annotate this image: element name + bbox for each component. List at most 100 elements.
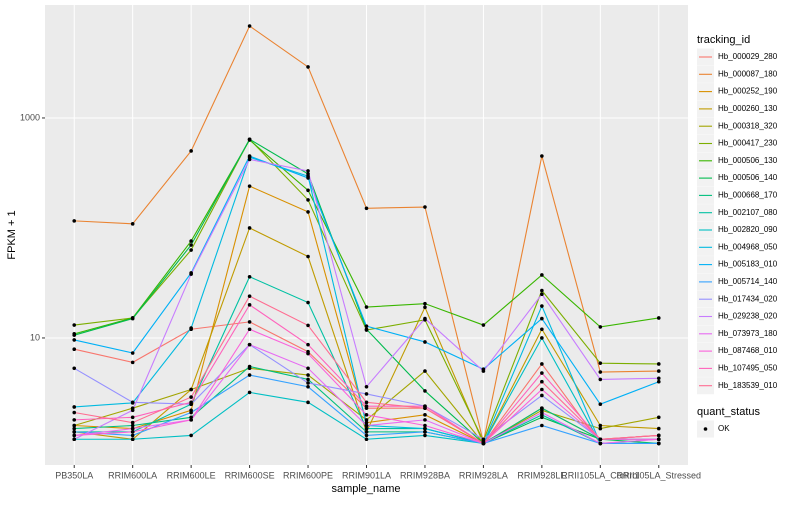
legend-label: Hb_000506_140	[718, 173, 778, 182]
data-point	[72, 323, 77, 327]
data-point	[656, 441, 661, 446]
data-point	[72, 418, 77, 422]
data-point	[130, 360, 135, 365]
data-point	[540, 362, 544, 366]
legend-label: Hb_000252_190	[718, 87, 778, 96]
data-point	[130, 426, 135, 431]
data-point	[72, 433, 77, 438]
x-tick-label: RRIM600SE	[225, 470, 275, 480]
legend-label: Hb_005183_010	[718, 260, 778, 269]
legend-label: Hb_029238_020	[718, 312, 778, 321]
data-point	[364, 384, 369, 389]
x-tick-label: PB350LA	[55, 470, 93, 480]
data-point	[306, 176, 310, 180]
data-point	[189, 326, 193, 330]
data-point	[656, 369, 661, 373]
x-tick-label: RRIM600LA	[108, 470, 157, 480]
data-point	[306, 65, 310, 69]
x-tick-label: RRII105LA_Stressed	[616, 470, 701, 480]
data-point	[247, 390, 252, 395]
data-point	[130, 415, 135, 420]
data-point	[306, 400, 310, 405]
data-point	[189, 387, 193, 392]
legend-label: OK	[718, 424, 730, 433]
data-point	[481, 323, 486, 327]
data-point	[130, 433, 135, 438]
data-point	[189, 239, 193, 243]
data-point	[540, 423, 544, 428]
legend-label: Hb_000506_130	[718, 156, 778, 165]
data-point	[656, 415, 661, 420]
data-point	[540, 292, 544, 296]
data-point	[306, 381, 310, 385]
data-point	[364, 327, 369, 332]
data-point	[189, 415, 193, 420]
data-point	[306, 351, 310, 356]
legend-label: Hb_017434_020	[718, 294, 778, 303]
data-point	[247, 364, 252, 369]
data-point	[540, 387, 544, 392]
data-point	[306, 323, 310, 328]
data-point	[598, 426, 603, 431]
data-point	[72, 410, 77, 415]
data-point	[72, 366, 77, 371]
data-point	[130, 437, 135, 442]
legend-label: Hb_000417_230	[718, 139, 778, 148]
data-point	[130, 430, 135, 434]
data-point	[247, 157, 252, 162]
data-point	[189, 243, 193, 247]
legend-label: Hb_005714_140	[718, 277, 778, 286]
data-point	[247, 327, 252, 332]
data-point	[364, 423, 369, 428]
data-point	[598, 402, 603, 406]
data-point	[423, 389, 427, 393]
data-point	[364, 206, 369, 211]
data-point	[540, 327, 544, 332]
y-tick-label: 10	[30, 332, 40, 342]
x-tick-label: RRIM928LE	[517, 470, 566, 480]
data-point	[306, 342, 310, 347]
data-point	[656, 437, 661, 442]
data-point	[598, 370, 603, 374]
x-tick-label: RRIM600LE	[167, 470, 216, 480]
legend-label: Hb_000087_180	[718, 69, 778, 78]
data-point	[72, 423, 77, 428]
data-point	[130, 420, 135, 425]
data-point	[364, 437, 369, 442]
data-point	[540, 379, 544, 384]
data-point	[656, 316, 661, 320]
data-point	[247, 24, 252, 28]
data-point	[189, 272, 193, 276]
data-point	[130, 316, 135, 321]
data-point	[423, 316, 427, 321]
data-point	[423, 305, 427, 310]
data-point	[598, 423, 603, 428]
data-point	[72, 347, 77, 352]
data-point	[72, 437, 77, 442]
data-point	[247, 274, 252, 279]
x-axis-title: sample_name	[331, 483, 400, 495]
data-point	[364, 418, 369, 422]
data-point	[364, 392, 369, 396]
data-point	[656, 376, 661, 381]
x-tick-label: RRIM928LA	[459, 470, 508, 480]
data-point	[423, 423, 427, 428]
legend-point	[703, 427, 708, 431]
data-point	[423, 426, 427, 431]
data-point	[189, 395, 193, 399]
legend-label: Hb_183539_010	[718, 381, 778, 390]
data-point	[247, 320, 252, 324]
data-point	[306, 300, 310, 305]
legend-label: Hb_000029_280	[718, 52, 778, 61]
data-point	[423, 340, 427, 344]
data-point	[598, 377, 603, 382]
data-point	[130, 351, 135, 355]
data-point	[189, 433, 193, 438]
data-point	[364, 426, 369, 431]
data-point	[423, 430, 427, 434]
data-point	[247, 154, 252, 158]
data-point	[540, 304, 544, 308]
data-point	[306, 373, 310, 377]
data-point	[72, 219, 77, 223]
data-point	[423, 301, 427, 306]
